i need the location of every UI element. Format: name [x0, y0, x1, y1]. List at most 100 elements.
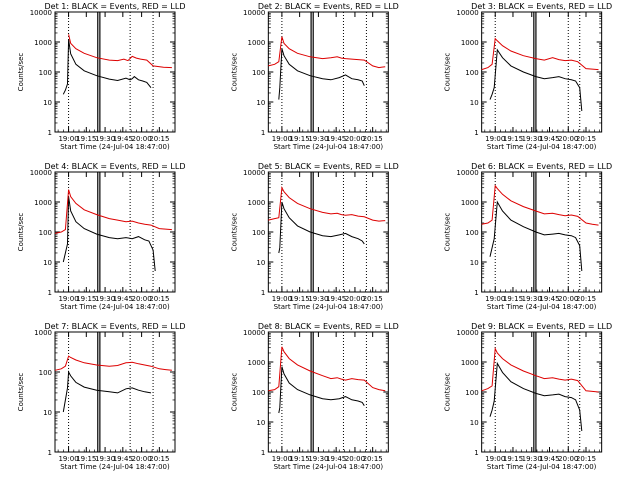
y-tick-label: 10: [43, 259, 52, 267]
plot-frame: [54, 331, 176, 453]
chart-panel: Det 4: BLACK = Events, RED = LLD Counts/s…: [17, 162, 185, 311]
events-series-line: [278, 48, 365, 100]
x-tick-label: 19:15: [503, 455, 523, 463]
x-tick-label: 19:30: [308, 295, 328, 303]
events-series-line: [489, 361, 583, 432]
y-tick-label: 1000: [34, 199, 52, 207]
y-tick-label: 10000: [243, 169, 265, 177]
y-tick-label: 10: [470, 419, 479, 427]
chart-title: Det 4: BLACK = Events, RED = LLD: [45, 162, 186, 171]
x-tick-label: 19:15: [503, 135, 523, 143]
y-tick-label: 1000: [461, 39, 479, 47]
y-tick-label: 10000: [243, 9, 265, 17]
chart-panel: Det 9: BLACK = Events, RED = LLD Counts/s…: [444, 322, 612, 471]
y-axis-label: Counts/sec: [444, 373, 452, 412]
y-tick-label: 10000: [456, 169, 478, 177]
chart-title: Det 8: BLACK = Events, RED = LLD: [258, 322, 399, 331]
x-tick-label: 20:15: [363, 135, 383, 143]
y-tick-label: 100: [39, 69, 52, 77]
x-tick-label: 20:15: [576, 135, 596, 143]
x-axis-label: Start Time (24-Jul-04 18:47:00): [487, 463, 597, 471]
x-axis-label: Start Time (24-Jul-04 18:47:00): [274, 143, 384, 151]
x-tick-label: 20:00: [558, 295, 578, 303]
chart-title: Det 6: BLACK = Events, RED = LLD: [471, 162, 612, 171]
x-tick-label: 19:30: [522, 295, 542, 303]
lld-series-line: [268, 186, 386, 222]
x-tick-label: 19:15: [290, 135, 310, 143]
y-axis-label: Counts/sec: [230, 53, 238, 92]
chart-panel: Det 3: BLACK = Events, RED = LLD Counts/s…: [444, 2, 612, 151]
chart-panel: Det 1: BLACK = Events, RED = LLD Counts/s…: [17, 2, 185, 151]
events-series-line: [62, 370, 152, 413]
x-tick-label: 20:15: [576, 295, 596, 303]
y-tick-label: 10: [256, 259, 265, 267]
x-axis-label: Start Time (24-Jul-04 18:47:00): [274, 463, 384, 471]
x-tick-label: 19:45: [113, 295, 133, 303]
x-tick-label: 19:00: [58, 135, 78, 143]
chart-panel: Det 7: BLACK = Events, RED = LLD Counts/s…: [17, 322, 185, 471]
x-tick-label: 20:00: [345, 135, 365, 143]
chart-panel: Det 5: BLACK = Events, RED = LLD Counts/s…: [230, 162, 398, 311]
events-series-line: [489, 200, 583, 272]
y-tick-label: 10: [43, 99, 52, 107]
x-tick-label: 19:45: [326, 135, 346, 143]
events-series-line: [489, 48, 583, 112]
x-tick-label: 20:00: [345, 455, 365, 463]
chart-title: Det 9: BLACK = Events, RED = LLD: [471, 322, 612, 331]
y-tick-label: 100: [39, 369, 52, 377]
x-axis-label: Start Time (24-Jul-04 18:47:00): [274, 303, 384, 311]
y-tick-label: 10: [470, 99, 479, 107]
x-tick-label: 20:15: [363, 295, 383, 303]
chart-title: Det 3: BLACK = Events, RED = LLD: [471, 2, 612, 11]
y-tick-label: 10000: [30, 169, 52, 177]
y-tick-label: 1: [474, 449, 478, 457]
x-tick-label: 19:15: [76, 135, 96, 143]
y-tick-label: 1: [48, 449, 52, 457]
y-tick-label: 10000: [456, 329, 478, 337]
plot-frame: [267, 331, 389, 453]
y-axis-label: Counts/sec: [17, 213, 25, 252]
y-tick-label: 1000: [34, 329, 52, 337]
x-tick-label: 19:15: [76, 455, 96, 463]
x-tick-label: 20:00: [345, 295, 365, 303]
x-tick-label: 20:15: [363, 455, 383, 463]
x-tick-label: 19:15: [290, 455, 310, 463]
x-tick-label: 20:00: [558, 135, 578, 143]
events-series-line: [62, 196, 156, 272]
chart-title: Det 7: BLACK = Events, RED = LLD: [45, 322, 186, 331]
y-tick-label: 100: [252, 389, 265, 397]
x-tick-label: 19:15: [503, 295, 523, 303]
x-tick-label: 19:30: [95, 455, 115, 463]
y-axis-label: Counts/sec: [444, 213, 452, 252]
y-tick-label: 1: [474, 129, 478, 137]
x-tick-label: 19:45: [539, 455, 559, 463]
x-tick-label: 19:30: [522, 135, 542, 143]
x-tick-label: 19:00: [272, 295, 292, 303]
y-tick-label: 100: [465, 389, 478, 397]
y-axis-label: Counts/sec: [17, 373, 25, 412]
y-tick-label: 1: [261, 129, 265, 137]
y-axis-label: Counts/sec: [17, 53, 25, 92]
x-tick-label: 19:45: [326, 295, 346, 303]
plot-frame: [481, 171, 603, 293]
events-series-line: [62, 39, 152, 95]
x-tick-label: 20:15: [149, 135, 169, 143]
y-tick-label: 10: [43, 409, 52, 417]
x-tick-label: 19:30: [308, 135, 328, 143]
y-tick-label: 1: [474, 289, 478, 297]
x-tick-label: 19:00: [272, 135, 292, 143]
y-tick-label: 1000: [461, 359, 479, 367]
x-tick-label: 20:00: [132, 295, 152, 303]
chart-panel: Det 8: BLACK = Events, RED = LLD Counts/s…: [230, 322, 398, 471]
lld-series-line: [68, 34, 172, 69]
plot-frame: [267, 171, 389, 293]
chart-title: Det 1: BLACK = Events, RED = LLD: [45, 2, 186, 11]
x-axis-label: Start Time (24-Jul-04 18:47:00): [60, 143, 170, 151]
x-tick-label: 20:00: [132, 455, 152, 463]
y-tick-label: 10000: [30, 9, 52, 17]
x-tick-label: 19:30: [522, 455, 542, 463]
y-tick-label: 10: [470, 259, 479, 267]
y-tick-label: 100: [252, 69, 265, 77]
y-tick-label: 1000: [248, 359, 266, 367]
x-axis-label: Start Time (24-Jul-04 18:47:00): [60, 463, 170, 471]
